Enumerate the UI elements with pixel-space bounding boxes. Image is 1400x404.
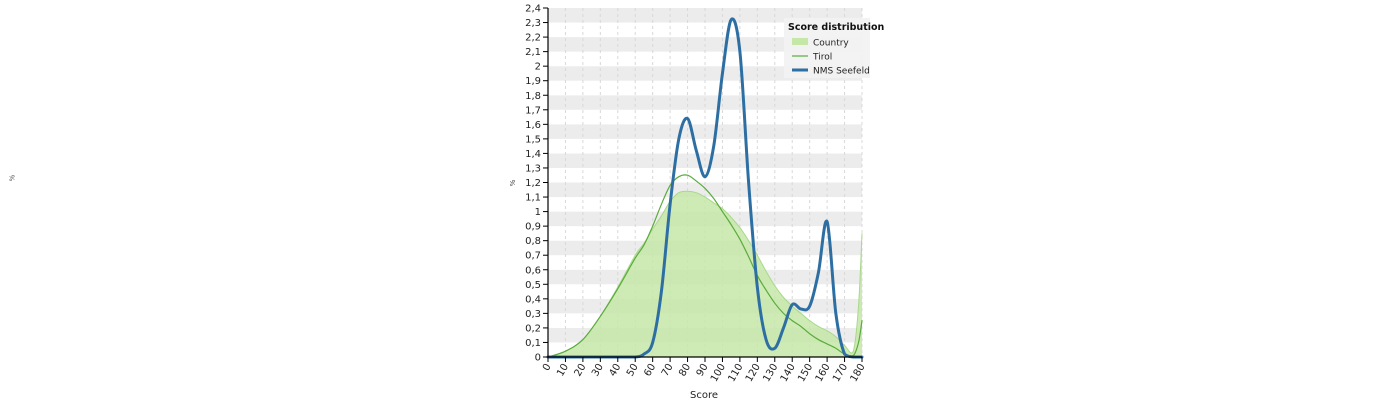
y-tick-label: 0,7 bbox=[525, 251, 541, 262]
x-tick-label: 30 bbox=[590, 362, 606, 379]
y-tick-label: 0,4 bbox=[525, 294, 541, 305]
x-tick-label: 140 bbox=[779, 362, 798, 384]
y-tick-label: 2,1 bbox=[525, 47, 541, 58]
x-tick-label: 10 bbox=[555, 362, 571, 379]
legend-background bbox=[784, 18, 870, 78]
series-line-tirol bbox=[547, 174, 863, 358]
plot-band bbox=[548, 95, 862, 110]
y-tick-label: 0,3 bbox=[525, 309, 541, 320]
x-tick-label: 100 bbox=[709, 362, 728, 384]
y-tick-label: 0 bbox=[535, 353, 541, 364]
y-tick-label: 1 bbox=[535, 207, 541, 218]
y-tick-label: 1,9 bbox=[525, 76, 541, 87]
y-tick-label: 1,2 bbox=[525, 178, 541, 189]
plot-band bbox=[548, 66, 862, 81]
y-tick-label: 1,4 bbox=[525, 149, 541, 160]
series-layer bbox=[546, 17, 864, 359]
plot-band bbox=[548, 124, 862, 139]
y-tick-label: 0,5 bbox=[525, 280, 541, 291]
y-tick-label: 0,8 bbox=[525, 236, 541, 247]
legend-label-tirol: Tirol bbox=[812, 53, 832, 63]
legend-label-country: Country bbox=[813, 39, 849, 49]
y-tick-label: 1,8 bbox=[525, 91, 541, 102]
y-tick-label: 0,9 bbox=[525, 222, 541, 233]
series-area-country bbox=[548, 191, 862, 357]
x-tick-label: 60 bbox=[642, 362, 658, 379]
legend-swatch-country bbox=[792, 38, 808, 45]
x-tick-label: 130 bbox=[761, 362, 780, 384]
x-tick-label: 50 bbox=[625, 362, 641, 379]
legend: Score distribution Country Tirol NMS Seefe… bbox=[784, 18, 885, 78]
y-tick-label: 1,1 bbox=[525, 193, 541, 204]
series-area-edge-country bbox=[547, 190, 863, 358]
y-tick-label: 2,3 bbox=[525, 18, 541, 29]
series-line-nms-seefeld bbox=[546, 17, 864, 359]
x-tick-label: 180 bbox=[849, 362, 868, 384]
y-tick-label: 0,6 bbox=[525, 265, 541, 276]
x-axis-title: Score bbox=[690, 390, 718, 400]
y-tick-label: 1,3 bbox=[525, 163, 541, 174]
x-tick-label: 110 bbox=[726, 362, 745, 384]
y-axis-title: % bbox=[509, 179, 517, 186]
x-tick-label: 170 bbox=[831, 362, 850, 384]
x-tick-label: 120 bbox=[744, 362, 763, 384]
plot-band bbox=[548, 22, 862, 38]
x-tick-label: 160 bbox=[814, 362, 833, 384]
x-tick-label: 40 bbox=[607, 362, 623, 379]
y-tick-label: 0,1 bbox=[525, 338, 541, 349]
x-tick-label: 20 bbox=[573, 362, 589, 379]
y-tick-label: 2,2 bbox=[525, 33, 541, 44]
x-tick-label: 80 bbox=[677, 362, 693, 379]
x-tick-label: 90 bbox=[695, 362, 711, 379]
y-tick-label: 0,2 bbox=[525, 323, 541, 334]
y-tick-label: 1,6 bbox=[525, 120, 541, 131]
x-tick-label: 70 bbox=[660, 362, 676, 379]
y-tick-label: 2 bbox=[535, 62, 541, 73]
y-tick-label: 1,5 bbox=[525, 134, 541, 145]
legend-title: Score distribution bbox=[788, 22, 885, 33]
legend-label-nms-seefeld: NMS Seefeld bbox=[813, 67, 870, 77]
y-tick-label: 1,7 bbox=[525, 105, 541, 116]
y-tick-label: 2,4 bbox=[525, 4, 541, 15]
x-tick-label: 150 bbox=[796, 362, 815, 384]
x-tick-label: 0 bbox=[541, 362, 554, 373]
